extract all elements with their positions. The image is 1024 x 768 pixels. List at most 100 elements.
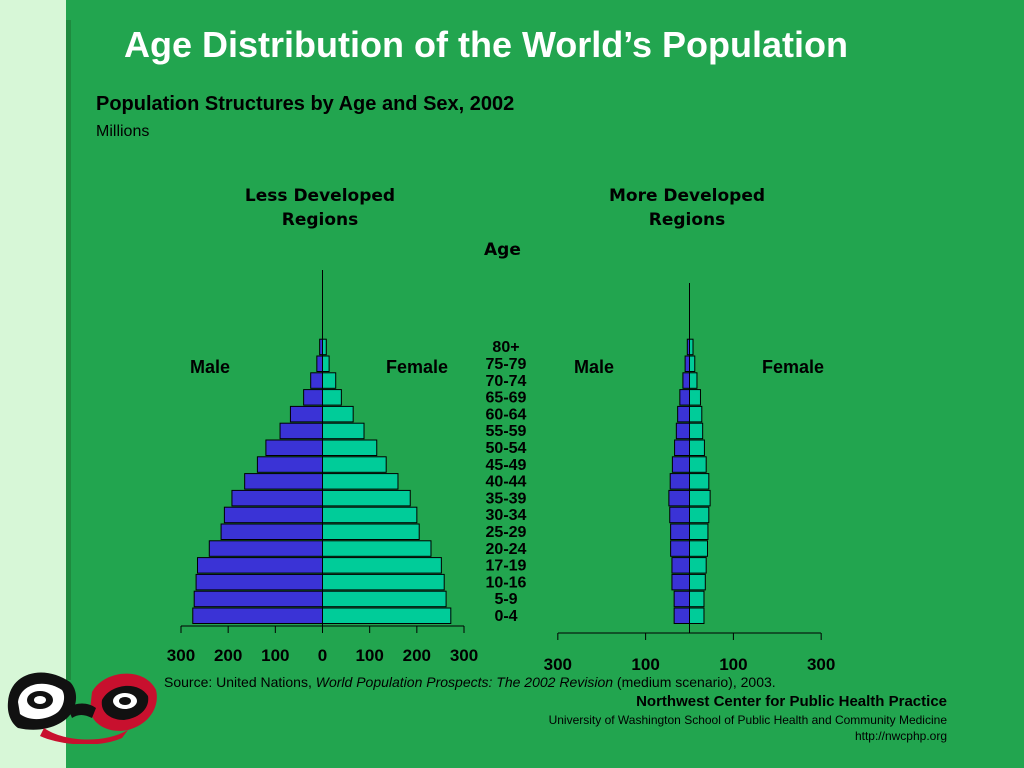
age-label-65-69: 65-69 bbox=[486, 390, 527, 407]
male-bar-30-34 bbox=[223, 506, 323, 524]
male-bar-0-4 bbox=[192, 607, 323, 624]
male-bar-17-19 bbox=[196, 557, 323, 574]
female-bar-10-16 bbox=[322, 573, 445, 591]
male-bar-45-49 bbox=[256, 456, 323, 473]
age-label-70-74: 70-74 bbox=[486, 373, 527, 390]
age-label-20-24: 20-24 bbox=[486, 541, 527, 558]
female-bar-55-59 bbox=[322, 422, 365, 440]
female-bar-0-4 bbox=[689, 607, 705, 624]
less-developed-title: Less Developed Regions bbox=[205, 184, 435, 232]
slide-title: Age Distribution of the World’s Populati… bbox=[124, 24, 848, 65]
age-label-60-64: 60-64 bbox=[486, 406, 527, 423]
age-label-40-44: 40-44 bbox=[486, 474, 527, 491]
female-bar-25-29 bbox=[322, 523, 420, 540]
male-bar-30-34 bbox=[669, 506, 691, 524]
male-bar-20-24 bbox=[208, 540, 324, 557]
male-label-left: Male bbox=[190, 357, 231, 377]
female-bar-50-54 bbox=[322, 439, 378, 456]
institution-name: University of Washington School of Publi… bbox=[548, 713, 947, 727]
x-tick-label: 300 bbox=[544, 655, 572, 674]
female-bar-40-44 bbox=[689, 473, 710, 490]
male-bar-60-64 bbox=[677, 405, 691, 423]
age-label-80+: 80+ bbox=[492, 339, 519, 356]
female-bar-5-9 bbox=[322, 590, 447, 608]
female-label-left: Female bbox=[386, 357, 449, 377]
source-suffix: (medium scenario), 2003. bbox=[613, 674, 776, 690]
female-bar-45-49 bbox=[689, 456, 707, 473]
female-bar-30-34 bbox=[322, 506, 418, 524]
x-tick-label: 300 bbox=[450, 646, 478, 665]
left-band bbox=[0, 0, 66, 768]
male-bar-70-74 bbox=[682, 372, 691, 389]
male-bar-40-44 bbox=[669, 473, 691, 490]
female-bar-60-64 bbox=[322, 405, 354, 423]
age-label-75-79: 75-79 bbox=[486, 356, 527, 373]
male-bar-10-16 bbox=[195, 573, 323, 591]
male-bar-20-24 bbox=[670, 540, 691, 557]
x-tick-label: 300 bbox=[167, 646, 195, 665]
male-bar-60-64 bbox=[289, 405, 324, 423]
female-bar-55-59 bbox=[689, 422, 704, 440]
female-bar-50-54 bbox=[689, 439, 705, 456]
female-bar-20-24 bbox=[689, 540, 708, 557]
male-bar-5-9 bbox=[673, 590, 690, 608]
female-bar-25-29 bbox=[689, 523, 709, 540]
female-bar-75-79 bbox=[322, 355, 330, 372]
female-bar-65-69 bbox=[689, 389, 701, 406]
female-label-right: Female bbox=[762, 357, 825, 377]
male-bar-55-59 bbox=[675, 422, 691, 440]
less-developed-title-line2: Regions bbox=[281, 210, 359, 230]
female-bar-5-9 bbox=[689, 590, 705, 608]
female-bar-10-16 bbox=[689, 573, 706, 591]
female-bar-70-74 bbox=[322, 372, 337, 389]
org-name: Northwest Center for Public Health Pract… bbox=[636, 693, 947, 710]
female-bar-75-79 bbox=[689, 355, 696, 372]
more-developed-title: More Developed Regions bbox=[572, 184, 802, 232]
x-tick-label: 300 bbox=[807, 655, 835, 674]
female-bar-80+ bbox=[689, 338, 694, 356]
male-bar-75-79 bbox=[316, 355, 323, 372]
age-label-30-34: 30-34 bbox=[486, 507, 527, 524]
source-title: World Population Prospects: The 2002 Rev… bbox=[315, 674, 614, 690]
more-developed-title-line2: Regions bbox=[648, 210, 726, 230]
x-tick-label: 100 bbox=[719, 655, 747, 674]
age-label-0-4: 0-4 bbox=[494, 608, 517, 625]
male-bar-65-69 bbox=[303, 389, 323, 406]
age-label-25-29: 25-29 bbox=[486, 524, 527, 541]
male-bar-35-39 bbox=[668, 489, 691, 507]
female-bar-17-19 bbox=[322, 557, 442, 574]
x-tick-label: 200 bbox=[214, 646, 242, 665]
male-bar-55-59 bbox=[279, 422, 323, 440]
male-bar-70-74 bbox=[310, 372, 323, 389]
female-bar-80+ bbox=[322, 338, 327, 356]
female-bar-0-4 bbox=[322, 607, 452, 624]
female-bar-20-24 bbox=[322, 540, 432, 557]
male-bar-0-4 bbox=[673, 607, 690, 624]
male-bar-25-29 bbox=[670, 523, 691, 540]
male-bar-75-79 bbox=[684, 355, 691, 372]
divider-line bbox=[66, 20, 71, 680]
male-bar-50-54 bbox=[265, 439, 323, 456]
female-bar-35-39 bbox=[322, 489, 411, 507]
age-label-5-9: 5-9 bbox=[494, 591, 517, 608]
x-tick-label: 200 bbox=[403, 646, 431, 665]
units-label: Millions bbox=[96, 123, 150, 140]
male-bar-17-19 bbox=[671, 557, 690, 574]
age-label-35-39: 35-39 bbox=[486, 490, 527, 507]
more-developed-title-line1: More Developed bbox=[608, 186, 766, 206]
org-url: http://nwcphp.org bbox=[854, 729, 947, 743]
less-developed-title-line1: Less Developed bbox=[244, 186, 396, 206]
age-label-17-19: 17-19 bbox=[486, 558, 527, 575]
male-bar-45-49 bbox=[671, 456, 690, 473]
female-bar-65-69 bbox=[322, 389, 342, 406]
x-tick-label: 0 bbox=[318, 646, 327, 665]
male-bar-50-54 bbox=[674, 439, 690, 456]
female-bar-60-64 bbox=[689, 405, 703, 423]
age-label-45-49: 45-49 bbox=[486, 457, 527, 474]
x-tick-label: 100 bbox=[261, 646, 289, 665]
female-bar-40-44 bbox=[322, 473, 399, 490]
female-bar-17-19 bbox=[689, 557, 707, 574]
x-tick-label: 100 bbox=[631, 655, 659, 674]
female-bar-45-49 bbox=[322, 456, 387, 473]
male-label-right: Male bbox=[574, 357, 615, 377]
